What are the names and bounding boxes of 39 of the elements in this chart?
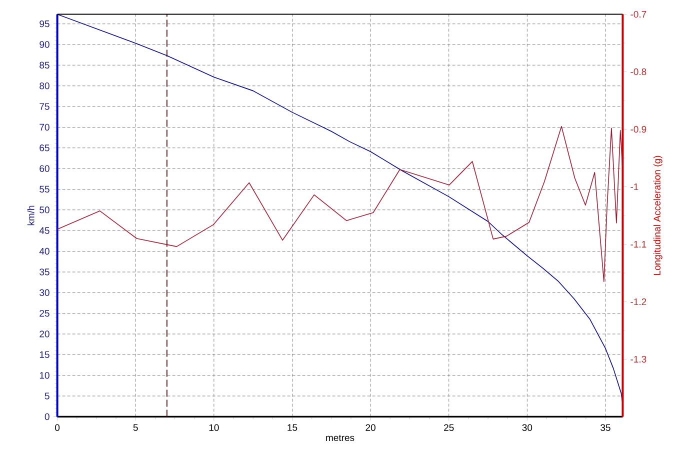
y2-tick-label: -1.2 <box>630 298 646 306</box>
y2-tick-label: -0.8 <box>630 68 646 76</box>
y-tick-label: 25 <box>40 310 50 317</box>
x-tick-label: 15 <box>288 424 298 431</box>
y-tick-label: 50 <box>40 206 50 214</box>
y2-tick-label: -1.1 <box>630 240 646 248</box>
y-tick-label: 0 <box>44 413 50 420</box>
y-tick-label: 40 <box>39 248 50 255</box>
x-tick-label: 35 <box>600 424 610 431</box>
y-tick-label: 45 <box>39 227 50 234</box>
y-tick-label: 15 <box>40 351 50 358</box>
y-tick-label: 85 <box>40 62 50 69</box>
y-tick-label: 10 <box>40 372 50 379</box>
y-tick-label: 55 <box>40 186 50 193</box>
x-tick-label: 10 <box>209 424 219 431</box>
y-tick-label: 70 <box>40 124 50 131</box>
y-tick-label: 35 <box>40 268 50 276</box>
x-tick-label: 30 <box>522 424 532 431</box>
y-axis-title: km/h <box>27 206 34 226</box>
x-tick-label: 25 <box>444 424 454 431</box>
y-tick-label: 30 <box>40 289 50 296</box>
y2-tick-label: -0.7 <box>630 10 646 18</box>
x-tick-label: 20 <box>366 424 376 431</box>
x-axis-title: metres <box>326 434 354 442</box>
y-tick-label: 65 <box>40 144 50 152</box>
y2-tick-label: -0.9 <box>630 126 646 133</box>
y-tick-label: 60 <box>40 165 50 172</box>
x-tick-label: 0 <box>55 424 60 431</box>
x-tick-label: 5 <box>133 424 138 431</box>
y2-axis-title: Longitudinal Acceleration (g) <box>653 156 662 275</box>
y2-tick-label: -1 <box>630 183 638 190</box>
y-tick-label: 20 <box>40 330 50 338</box>
y-tick-label: 5 <box>44 392 50 400</box>
y2-tick-label: -1.3 <box>630 356 646 363</box>
y-tick-label: 80 <box>40 82 50 90</box>
y-tick-label: 90 <box>40 41 50 48</box>
y-tick-label: 95 <box>40 20 50 28</box>
line-series <box>57 126 623 282</box>
y-tick-label: 75 <box>40 103 50 110</box>
